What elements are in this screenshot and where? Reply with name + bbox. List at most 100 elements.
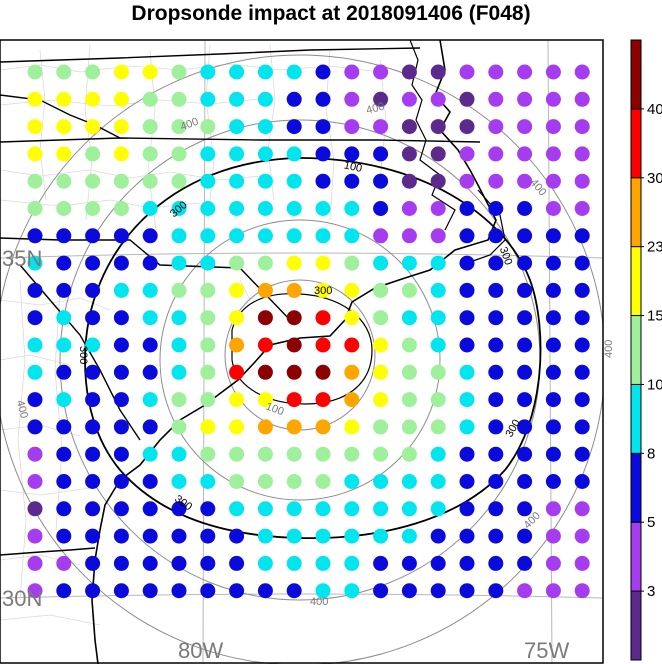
impact-dot (85, 555, 101, 571)
impact-dot (286, 446, 302, 462)
impact-dot (142, 392, 158, 408)
impact-dot (200, 364, 216, 380)
impact-dot (113, 555, 129, 571)
impact-dot (344, 282, 360, 298)
impact-dot (430, 419, 446, 435)
impact-dot (459, 501, 475, 517)
state-line-nc-sc (0, 237, 293, 323)
impact-dot (517, 446, 533, 462)
impact-dot (401, 91, 417, 107)
impact-dot (401, 146, 417, 162)
impact-dot (517, 555, 533, 571)
impact-dot (85, 201, 101, 216)
impact-dot (430, 201, 446, 216)
map-layer (0, 40, 603, 664)
impact-dot (56, 91, 72, 107)
impact-dot (171, 501, 187, 517)
impact-dot (200, 228, 216, 244)
impact-dot (574, 528, 590, 544)
impact-dot (517, 173, 533, 189)
impact-dot (488, 310, 504, 326)
impact-dot (517, 64, 533, 80)
impact-dot (401, 337, 417, 353)
impact-dot (459, 419, 475, 435)
state-line-sc-ga (19, 264, 141, 441)
impact-dot (459, 474, 475, 489)
impact-dot (171, 474, 187, 489)
impact-dot (459, 119, 475, 135)
impact-dot (200, 419, 216, 435)
impact-dot (517, 583, 533, 599)
contour-label-300-f: 300 (497, 245, 515, 266)
impact-dot (113, 201, 129, 216)
impact-dot (430, 119, 446, 135)
impact-dot (142, 528, 158, 544)
impact-dot (113, 119, 129, 135)
impact-dot (200, 255, 216, 271)
impact-dot (113, 91, 129, 107)
contour-label-100-a: 300 (314, 285, 332, 297)
contour-label-400-g: 400 (14, 399, 30, 420)
impact-dot (315, 364, 331, 380)
impact-dot (344, 474, 360, 489)
impact-dot (315, 392, 331, 408)
impact-dot (257, 228, 273, 244)
impact-dot (545, 583, 561, 599)
impact-dot (286, 337, 302, 353)
impact-dot (142, 501, 158, 517)
impact-dot (459, 173, 475, 189)
impact-dot (27, 173, 43, 189)
contour-label-400-a: 400 (179, 116, 200, 134)
impact-dot (113, 392, 129, 408)
impact-dot (286, 146, 302, 162)
impact-dot (344, 364, 360, 380)
impact-dot (488, 474, 504, 489)
impact-dot (315, 282, 331, 298)
impact-dot (488, 146, 504, 162)
impact-dot (430, 282, 446, 298)
impact-dot (373, 583, 389, 599)
impact-dot (401, 310, 417, 326)
colorbar-segment (631, 453, 641, 523)
impact-dot (373, 228, 389, 244)
impact-dot (85, 173, 101, 189)
impact-dot (171, 310, 187, 326)
impact-dot (315, 419, 331, 435)
impact-dot (373, 501, 389, 517)
impact-dot (142, 119, 158, 135)
impact-dot (142, 64, 158, 80)
colorbar-segment (631, 108, 641, 179)
impact-dot (344, 64, 360, 80)
impact-dot (200, 310, 216, 326)
impact-dot (574, 392, 590, 408)
impact-dot (257, 555, 273, 571)
impact-dot (488, 419, 504, 435)
impact-dot (517, 255, 533, 271)
impact-dot (171, 583, 187, 599)
impact-dot (488, 282, 504, 298)
impact-dot (488, 583, 504, 599)
impact-dot (85, 392, 101, 408)
contour-300-line (84, 157, 542, 540)
colorbar-segment (631, 315, 641, 385)
impact-dot (545, 173, 561, 189)
impact-dot (401, 282, 417, 298)
impact-dot (574, 337, 590, 353)
impact-dot (401, 528, 417, 544)
colorbar-label: 15 (647, 308, 662, 325)
impact-dot (286, 310, 302, 326)
impact-dot (257, 119, 273, 135)
colorbar-segment (631, 40, 641, 110)
impact-dot (257, 64, 273, 80)
impact-dot (27, 201, 43, 216)
impact-dot (27, 255, 43, 271)
impact-dot (56, 446, 72, 462)
impact-dot (574, 255, 590, 271)
colorbar-frame (630, 39, 642, 661)
impact-dot (517, 146, 533, 162)
impact-dot (85, 282, 101, 298)
impact-dot (27, 501, 43, 517)
impact-dot (344, 119, 360, 135)
impact-dot (171, 173, 187, 189)
impact-dot (229, 228, 245, 244)
